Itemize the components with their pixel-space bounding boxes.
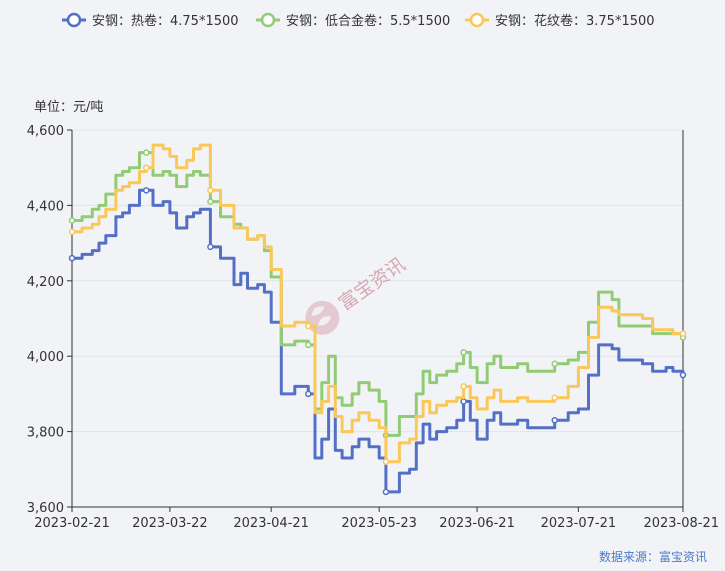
watermark-text: 富宝资讯 — [335, 253, 410, 315]
legend-label: 安钢：低合金卷：5.5*1500 — [286, 13, 450, 29]
series-point-2 — [551, 394, 558, 401]
series-point-0 — [679, 371, 687, 379]
grid-lines — [72, 129, 683, 508]
y-tick-label: 3,600 — [27, 501, 64, 516]
series-point-1 — [143, 149, 150, 156]
series-point-0 — [305, 390, 312, 398]
series-point-2 — [305, 322, 312, 330]
legend-label: 安钢：花纹卷：3.75*1500 — [495, 13, 655, 29]
y-tick-label: 4,200 — [27, 275, 64, 290]
y-tick-label: 4,600 — [27, 124, 64, 139]
legend-item-2[interactable]: 安钢：花纹卷：3.75*1500 — [465, 12, 655, 29]
series-line-1 — [70, 151, 685, 437]
series-point-1 — [551, 360, 558, 367]
series-point-1 — [305, 341, 312, 349]
x-tick-label: 2023-03-22 — [132, 516, 208, 531]
legend-marker — [469, 12, 485, 28]
series-point-2 — [207, 187, 214, 194]
x-tick-label: 2023-05-23 — [341, 516, 417, 531]
legend-marker — [260, 12, 276, 28]
series-point-2 — [679, 330, 687, 337]
series-point-2 — [143, 164, 150, 171]
series-point-2 — [68, 228, 76, 236]
y-tick-label: 3,800 — [27, 426, 64, 441]
series-line-2 — [70, 143, 685, 464]
series-point-0 — [460, 398, 467, 405]
series-point-1 — [68, 217, 76, 224]
axes — [71, 130, 684, 508]
series-point-0 — [207, 243, 214, 251]
x-tick-label: 2023-04-21 — [233, 516, 309, 531]
data-source-note: 数据来源：富宝资讯 — [598, 550, 707, 564]
x-tick-label: 2023-08-21 — [643, 516, 719, 531]
y-axis-ticks: 3,600 3,800 4,000 4,200 4,400 4,600 — [27, 124, 72, 516]
series-point-0 — [551, 417, 558, 424]
series-point-0 — [143, 187, 150, 194]
y-tick-label: 4,400 — [27, 199, 64, 214]
legend[interactable]: 安钢：热卷：4.75*1500 安钢：低合金卷：5.5*1500 安钢：花纹卷：3.… — [62, 12, 655, 29]
series-point-2 — [382, 458, 390, 466]
x-tick-label: 2023-07-21 — [541, 516, 617, 531]
legend-label: 安钢：热卷：4.75*1500 — [92, 13, 239, 29]
x-tick-label: 2023-06-21 — [439, 516, 515, 531]
x-tick-label: 2023-02-21 — [34, 516, 110, 531]
legend-marker — [66, 12, 82, 28]
series-point-2 — [460, 383, 467, 390]
series-point-1 — [207, 198, 214, 205]
y-axis-unit-label: 单位：元/吨 — [34, 100, 103, 115]
series-point-1 — [460, 349, 467, 356]
legend-item-1[interactable]: 安钢：低合金卷：5.5*1500 — [256, 12, 450, 29]
y-tick-label: 4,000 — [27, 350, 64, 365]
series-point-0 — [68, 254, 76, 262]
series-point-0 — [382, 488, 390, 496]
series-lines — [68, 143, 687, 496]
legend-item-0[interactable]: 安钢：热卷：4.75*1500 — [62, 12, 239, 29]
series-line-0 — [70, 188, 685, 494]
x-axis-ticks: 2023-02-21 2023-03-22 2023-04-21 2023-05-23… — [34, 507, 719, 531]
